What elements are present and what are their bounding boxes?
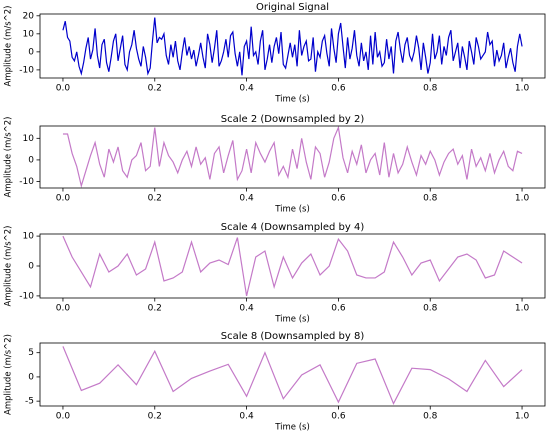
- axes-frame: [39, 342, 546, 407]
- y-tick-label: 5: [28, 348, 34, 358]
- y-axis-label: Amplitude (m/s^2): [4, 226, 14, 307]
- subplot-title: Scale 2 (Downsampled by 2): [221, 114, 365, 125]
- x-tick-label: 0.2: [148, 194, 162, 204]
- x-tick-label: 0.0: [56, 194, 71, 204]
- x-axis-label: Time (s): [274, 423, 310, 433]
- x-tick-label: 0.4: [239, 304, 254, 314]
- x-tick-label: 1.0: [515, 412, 530, 422]
- y-tick-label: 0: [28, 372, 34, 382]
- y-tick-label: -10: [19, 65, 34, 75]
- y-tick-label: 10: [23, 29, 35, 39]
- x-tick-label: 0.2: [148, 84, 162, 94]
- x-tick-label: 1.0: [515, 84, 530, 94]
- axes-frame: [39, 233, 546, 299]
- y-tick-label: 20: [23, 11, 35, 21]
- x-tick-label: 0.8: [423, 194, 438, 204]
- y-tick-label: 0: [28, 47, 34, 57]
- subplot-title: Scale 4 (Downsampled by 4): [221, 222, 365, 233]
- x-tick-label: 0.8: [423, 304, 438, 314]
- x-tick-label: 1.0: [515, 194, 530, 204]
- x-tick-label: 0.8: [423, 84, 438, 94]
- axes-frame: [39, 13, 546, 79]
- y-tick-label: 10: [23, 134, 35, 144]
- x-tick-label: 0.0: [56, 84, 71, 94]
- y-tick-label: 0: [28, 262, 34, 272]
- x-tick-label: 0.2: [148, 412, 162, 422]
- x-tick-label: 0.0: [56, 304, 71, 314]
- x-tick-label: 0.4: [239, 412, 254, 422]
- subplot-title: Original Signal: [256, 2, 329, 13]
- y-tick-label: -5: [25, 397, 34, 407]
- signal-line: [62, 125, 523, 189]
- axes-frame: [39, 125, 546, 189]
- y-axis-label: Amplitude (m/s^2): [4, 334, 14, 415]
- x-axis-label: Time (s): [274, 95, 310, 105]
- signal-line: [62, 235, 523, 297]
- y-tick-label: -10: [19, 177, 34, 187]
- x-tick-label: 0.2: [148, 304, 162, 314]
- x-tick-label: 0.4: [239, 84, 254, 94]
- y-axis-label: Amplitude (m/s^2): [4, 117, 14, 198]
- y-tick-label: 0: [28, 155, 34, 165]
- y-axis-label: Amplitude (m/s^2): [4, 6, 14, 87]
- x-tick-label: 0.6: [331, 194, 346, 204]
- y-tick-label: 10: [23, 232, 35, 242]
- x-tick-label: 0.6: [331, 412, 346, 422]
- y-tick-label: -10: [19, 291, 34, 301]
- signal-line: [62, 346, 523, 406]
- x-tick-label: 0.6: [331, 304, 346, 314]
- signal-line: [62, 17, 523, 76]
- x-tick-label: 1.0: [515, 304, 530, 314]
- subplot-title: Scale 8 (Downsampled by 8): [221, 331, 365, 342]
- x-tick-label: 0.0: [56, 412, 71, 422]
- x-tick-label: 0.8: [423, 412, 438, 422]
- x-tick-label: 0.6: [331, 84, 346, 94]
- x-tick-label: 0.4: [239, 194, 254, 204]
- x-axis-label: Time (s): [274, 205, 310, 215]
- x-axis-label: Time (s): [274, 315, 310, 325]
